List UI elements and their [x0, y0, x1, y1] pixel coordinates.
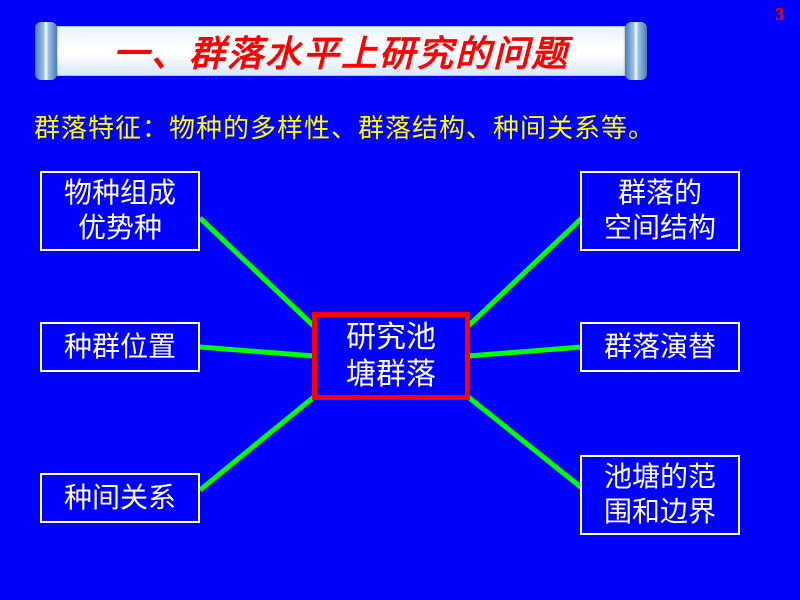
- scroll-cap-left: [35, 22, 57, 80]
- node-n1: 物种组成优势种: [40, 171, 200, 251]
- node-n6: 池塘的范围和边界: [580, 455, 740, 535]
- connector-line: [468, 347, 582, 356]
- connector-line: [200, 347, 314, 356]
- connector-line: [200, 218, 318, 330]
- node-n3: 种间关系: [40, 473, 200, 523]
- center-node: 研究池塘群落: [312, 312, 470, 400]
- node-n2: 种群位置: [40, 322, 200, 372]
- node-n4: 群落的空间结构: [580, 171, 740, 251]
- connector-line: [464, 218, 582, 330]
- connector-line: [462, 392, 582, 488]
- scroll-cap-right: [625, 22, 647, 80]
- connector-line: [200, 392, 320, 490]
- node-n5: 群落演替: [580, 322, 740, 372]
- diagram: 物种组成优势种种群位置种间关系 群落的空间结构群落演替池塘的范围和边界 研究池塘群落: [0, 0, 800, 600]
